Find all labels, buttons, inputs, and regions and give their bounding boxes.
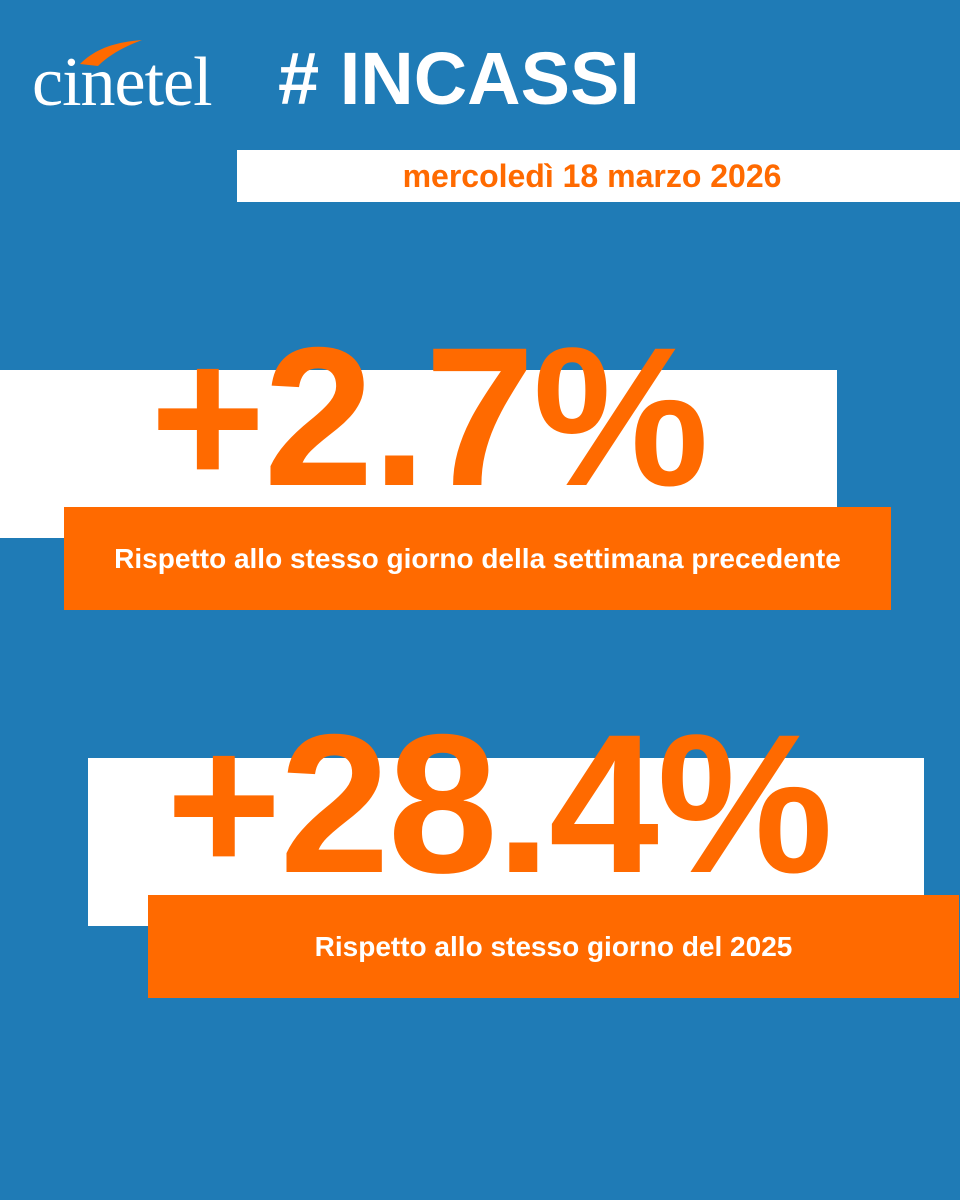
stat-1-caption-banner: Rispetto allo stesso giorno della settim… [64, 507, 891, 610]
date-banner: mercoledì 18 marzo 2026 [237, 150, 960, 202]
logo-swoosh-icon [80, 40, 142, 66]
stat-2-value: +28.4% [166, 693, 833, 914]
brand-name: cinetel [32, 44, 213, 121]
stat-1-caption: Rispetto allo stesso giorno della settim… [114, 542, 841, 574]
page-title: # INCASSI [278, 37, 640, 120]
date-text: mercoledì 18 marzo 2026 [402, 158, 782, 194]
cinetel-logo: cinetel [32, 38, 282, 118]
stat-1-value: +2.7% [150, 306, 709, 527]
stat-2-caption-banner: Rispetto allo stesso giorno del 2025 [148, 895, 959, 998]
stat-2-caption: Rispetto allo stesso giorno del 2025 [314, 930, 793, 962]
